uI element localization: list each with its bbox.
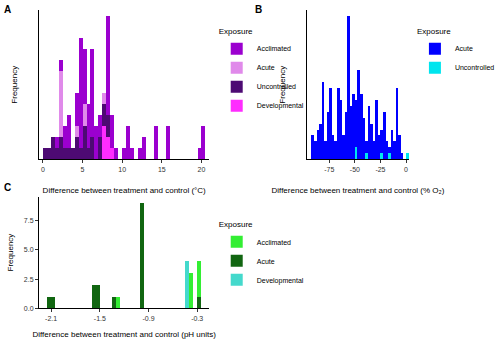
svg-text:Difference between treatment a: Difference between treatment and control… — [43, 186, 206, 195]
svg-text:0.0: 0.0 — [24, 305, 34, 312]
svg-text:15: 15 — [158, 166, 166, 173]
svg-text:-2.1: -2.1 — [45, 315, 57, 322]
svg-text:Developmental: Developmental — [257, 277, 304, 285]
svg-text:5.0: 5.0 — [24, 246, 34, 253]
svg-text:2.5: 2.5 — [24, 276, 34, 283]
svg-text:Difference between treatment a: Difference between treatment and control… — [272, 186, 445, 195]
svg-text:-0.9: -0.9 — [142, 315, 154, 322]
svg-text:0: 0 — [41, 166, 45, 173]
svg-text:Exposure: Exposure — [219, 27, 253, 36]
svg-text:C: C — [4, 182, 11, 193]
svg-text:Acclimated: Acclimated — [257, 45, 291, 52]
svg-text:-50: -50 — [350, 166, 360, 173]
svg-text:Exposure: Exposure — [219, 220, 253, 229]
svg-text:-0.3: -0.3 — [191, 315, 203, 322]
svg-text:Uncontrolled: Uncontrolled — [257, 83, 296, 90]
svg-text:Frequency: Frequency — [278, 66, 287, 104]
svg-text:10: 10 — [118, 166, 126, 173]
svg-text:Acute: Acute — [455, 45, 473, 52]
svg-text:A: A — [4, 4, 11, 15]
svg-text:Exposure: Exposure — [417, 27, 451, 36]
svg-text:Acclimated: Acclimated — [257, 239, 291, 246]
svg-text:0: 0 — [404, 166, 408, 173]
svg-text:Uncontrolled: Uncontrolled — [455, 64, 494, 71]
svg-text:Frequency: Frequency — [6, 234, 15, 272]
svg-text:Acute: Acute — [257, 258, 275, 265]
svg-text:20: 20 — [198, 166, 206, 173]
svg-text:-1.5: -1.5 — [94, 315, 106, 322]
svg-text:7.5: 7.5 — [24, 217, 34, 224]
svg-text:Acute: Acute — [257, 64, 275, 71]
svg-text:-25: -25 — [375, 166, 385, 173]
svg-text:Frequency: Frequency — [10, 66, 19, 104]
svg-text:B: B — [255, 4, 262, 15]
svg-text:5: 5 — [81, 166, 85, 173]
svg-text:-75: -75 — [324, 166, 334, 173]
svg-text:Developmental: Developmental — [257, 102, 304, 110]
svg-text:Difference between treatment a: Difference between treatment and control… — [32, 330, 216, 339]
